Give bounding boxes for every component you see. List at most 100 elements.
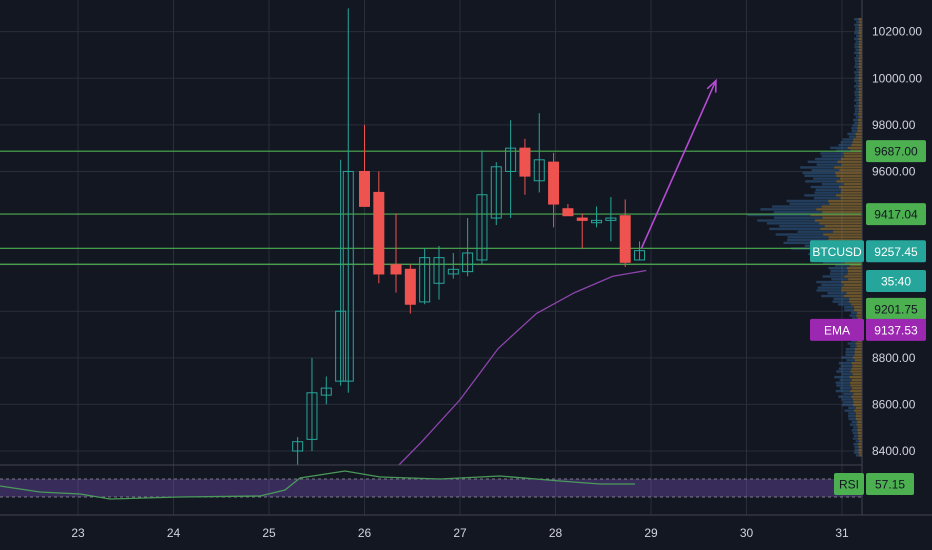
volume-bar [854, 409, 862, 412]
volume-bar [853, 434, 859, 438]
volume-bar [856, 423, 862, 426]
candle [619, 199, 631, 267]
time-axis: 23 24 25 26 27 28 29 30 31 [71, 526, 849, 540]
candle [359, 124, 370, 207]
volume-bar [853, 138, 862, 141]
price-tag-box [866, 269, 926, 292]
price-tags: 9687.00 9417.04 9257.45 BTCUSD 35:40 9201.75 9… [810, 140, 926, 495]
volume-bar [856, 54, 860, 57]
volume-bar [857, 429, 862, 432]
rsi-pane [0, 464, 932, 516]
volume-bar [854, 121, 859, 124]
volume-bar [855, 440, 860, 443]
volume-bar [769, 227, 821, 231]
volume-bar [836, 174, 862, 178]
ema-line [398, 269, 647, 466]
volume-bar [840, 191, 862, 194]
price-tick-label: 9600.00 [872, 164, 916, 178]
volume-bar [855, 132, 862, 136]
volume-bar [813, 177, 840, 180]
volume-bar [858, 18, 862, 21]
ema-series [398, 269, 647, 466]
volume-bar [854, 448, 859, 451]
candles [292, 8, 646, 465]
volume-bar [851, 129, 858, 133]
volume-bar [852, 398, 862, 401]
candle-body [548, 161, 560, 205]
volume-bar [851, 127, 858, 130]
volume-bar [841, 373, 853, 376]
volume-bar [845, 350, 855, 354]
volume-bar [847, 146, 862, 150]
volume-bar [859, 40, 862, 43]
volume-bar [804, 174, 837, 178]
volume-bar [846, 359, 855, 362]
price-tag: 9201.75 [866, 297, 926, 320]
volume-bar [848, 406, 856, 410]
volume-bar [851, 143, 862, 147]
price-tick-label: 10000.00 [872, 71, 922, 85]
volume-bar [858, 26, 862, 29]
rsi-band [0, 479, 862, 497]
rsi-value: 57.15 [875, 478, 905, 492]
volume-bar [858, 96, 862, 99]
volume-bar [802, 171, 836, 175]
volume-bar [855, 115, 860, 119]
volume-bar [849, 297, 862, 301]
volume-bar [847, 272, 862, 275]
volume-bar [852, 387, 862, 390]
volume-bar [851, 317, 858, 320]
volume-bar [859, 54, 862, 57]
volume-bar [837, 160, 862, 164]
candle [533, 113, 545, 193]
volume-bar [858, 59, 862, 63]
volume-bar [858, 93, 862, 96]
volume-bar [855, 406, 862, 410]
volume-bar [822, 275, 845, 278]
volume-bar [828, 238, 862, 242]
volume-bar [858, 37, 862, 41]
volume-bar [766, 222, 820, 225]
volume-bar [855, 417, 862, 421]
volume-bar [854, 353, 862, 356]
volume-bar [857, 311, 862, 315]
volume-bar [814, 157, 841, 161]
volume-bar [854, 93, 859, 96]
volume-bar [854, 51, 859, 55]
price-tag-label-box [810, 318, 864, 341]
volume-bar [848, 300, 862, 303]
volume-bar [854, 29, 859, 32]
volume-bar [851, 429, 858, 432]
volume-bar [820, 227, 862, 231]
volume-bar [856, 20, 860, 24]
volume-bar [823, 233, 862, 236]
volume-bar [816, 163, 842, 166]
volume-bar [858, 76, 862, 80]
volume-bar [844, 409, 855, 412]
volume-bar [774, 216, 823, 219]
volume-bar [853, 85, 859, 88]
candle-body [342, 170, 354, 382]
candle-body [359, 170, 370, 207]
volume-bar [859, 101, 862, 105]
candle-body [476, 194, 488, 261]
volume-bar [858, 113, 862, 116]
volume-bar [835, 171, 862, 175]
date-tick-label: 23 [71, 526, 85, 540]
volume-bar [854, 76, 859, 80]
price-tick-label: 8400.00 [872, 444, 916, 458]
date-tick-label: 30 [740, 526, 754, 540]
volume-bar [783, 241, 827, 245]
volume-bar [838, 185, 862, 189]
volume-bar [811, 169, 840, 172]
volume-bar [849, 264, 862, 267]
volume-bar [840, 141, 853, 144]
candle-body [320, 387, 332, 396]
arrow-shaft [640, 80, 717, 249]
volume-bar [858, 51, 862, 55]
volume-bar [857, 431, 862, 435]
candle [490, 162, 502, 226]
candle [562, 204, 574, 217]
volume-bar [841, 403, 853, 407]
